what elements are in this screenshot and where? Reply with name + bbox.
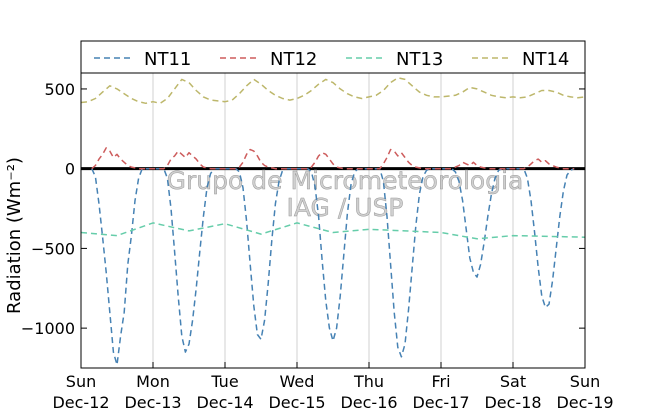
legend-label-nt11: NT11	[144, 49, 191, 70]
legend: NT11 NT12 NT13 NT14	[80, 40, 586, 74]
y-tick-label: 0	[65, 160, 75, 179]
legend-box	[80, 40, 586, 74]
y-tick-label: −500	[31, 239, 75, 258]
x-tick-label: Tue	[210, 372, 238, 391]
grid-layer	[152, 73, 514, 368]
y-axis-label: Radiation (Wm⁻²)	[4, 157, 25, 314]
x-tick-label: Dec-17	[412, 393, 469, 409]
x-tick-label: Dec-19	[556, 393, 613, 409]
x-tick-label: Dec-15	[268, 393, 325, 409]
x-tick-label: Sun	[570, 372, 600, 391]
x-tick-label: Sat	[500, 372, 526, 391]
x-tick-label: Thu	[353, 372, 384, 391]
x-tick-label: Dec-16	[340, 393, 397, 409]
y-tick-label: −1000	[21, 319, 75, 338]
axis-layer: 500 0 −500 −1000 Sun Dec-12 Mon Dec-13 Tue Dec-14…	[21, 80, 614, 409]
x-tick-label: Wed	[280, 372, 315, 391]
series-line-nt13	[80, 222, 586, 240]
x-tick-label: Mon	[136, 372, 170, 391]
x-tick-label: Dec-12	[52, 393, 109, 409]
y-tick-label: 500	[44, 80, 75, 99]
x-tick-label: Fri	[431, 372, 450, 391]
legend-label-nt13: NT13	[396, 49, 443, 70]
x-tick-label: Sun	[66, 372, 96, 391]
series-line-nt12	[91, 147, 575, 170]
series-line-nt14	[80, 77, 586, 105]
watermark-line: Grupo de Micrometeorologia	[167, 166, 524, 195]
x-tick-label: Dec-13	[124, 393, 181, 409]
legend-label-nt12: NT12	[270, 49, 317, 70]
series-layer	[80, 77, 586, 366]
series-line-nt11	[91, 167, 575, 366]
legend-label-nt14: NT14	[522, 49, 569, 70]
watermark-line: IAG / USP	[287, 193, 404, 222]
x-tick-label: Dec-18	[484, 393, 541, 409]
x-tick-label: Dec-14	[196, 393, 253, 409]
